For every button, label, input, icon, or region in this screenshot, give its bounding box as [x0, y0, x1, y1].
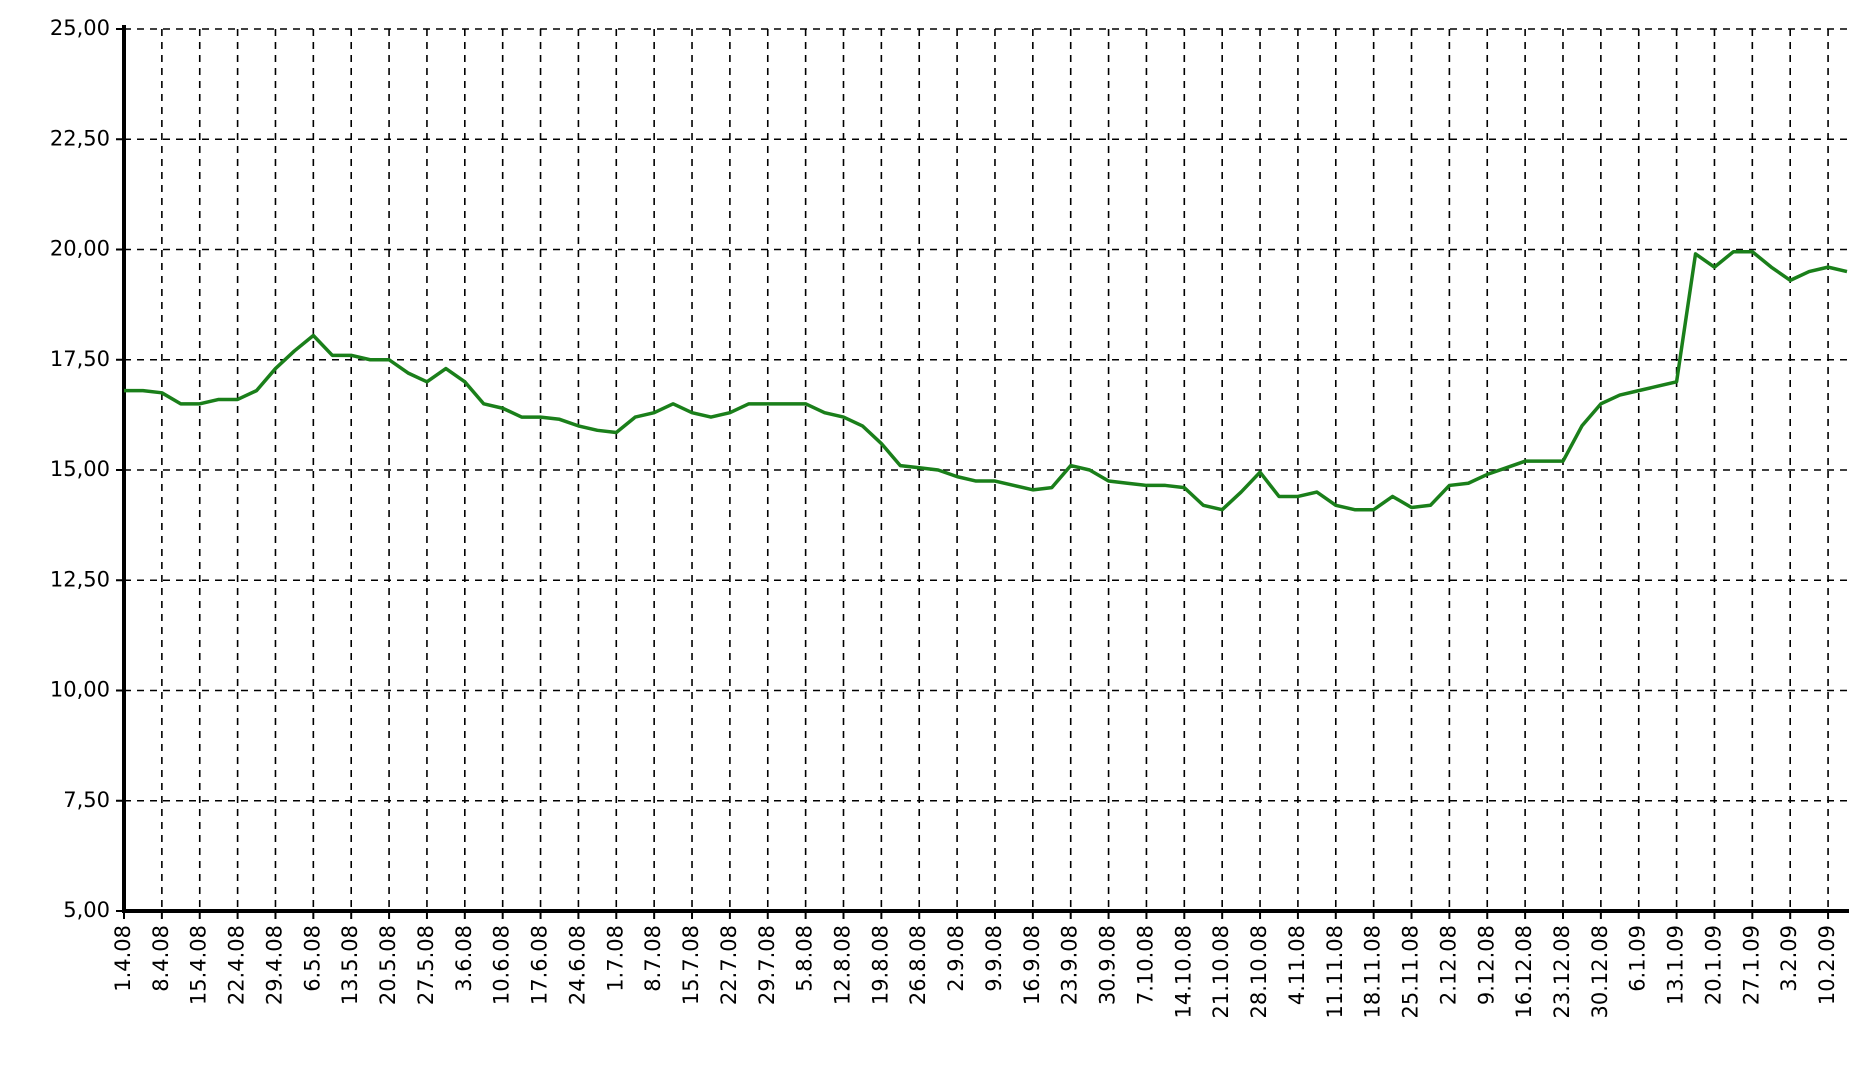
x-tick-label: 6.1.09: [1626, 925, 1650, 992]
x-tick-label: 9.9.08: [982, 925, 1006, 992]
x-tick-label: 11.11.08: [1323, 925, 1347, 1019]
y-tick-label: 25,00: [50, 16, 110, 40]
x-tick-label: 22.7.08: [717, 925, 741, 1005]
x-tick-label: 9.12.08: [1474, 925, 1498, 1005]
x-tick-label: 30.12.08: [1588, 925, 1612, 1019]
y-tick-label: 15,00: [50, 457, 110, 481]
x-tick-label: 2.12.08: [1436, 925, 1460, 1005]
y-tick-label: 5,00: [63, 898, 110, 922]
y-tick-label: 20,00: [50, 237, 110, 261]
x-tick-label: 15.4.08: [187, 925, 211, 1005]
x-tick-label: 23.12.08: [1550, 925, 1574, 1019]
x-tick-label: 17.6.08: [528, 925, 552, 1005]
x-tick-label: 27.5.08: [414, 925, 438, 1005]
y-tick-label: 10,00: [50, 678, 110, 702]
x-tick-label: 6.5.08: [300, 925, 324, 992]
x-tick-label: 30.9.08: [1096, 925, 1120, 1005]
x-tick-label: 10.2.09: [1815, 925, 1839, 1005]
y-tick-label: 12,50: [50, 567, 110, 591]
x-tick-label: 20.1.09: [1701, 925, 1725, 1005]
x-tick-label: 2.9.08: [944, 925, 968, 992]
x-tick-label: 26.8.08: [906, 925, 930, 1005]
x-tick-label: 16.12.08: [1512, 925, 1536, 1019]
x-tick-label: 8.7.08: [641, 925, 665, 992]
x-tick-label: 3.2.09: [1777, 925, 1801, 992]
x-tick-label: 12.8.08: [830, 925, 854, 1005]
x-tick-label: 24.6.08: [565, 925, 589, 1005]
x-tick-label: 1.7.08: [603, 925, 627, 992]
x-tick-label: 1.4.08: [111, 925, 135, 992]
x-tick-label: 20.5.08: [376, 925, 400, 1005]
data-line: [124, 249, 1848, 512]
y-tick-label: 7,50: [63, 788, 110, 812]
x-tick-label: 3.6.08: [452, 925, 476, 992]
x-tick-label: 14.10.08: [1171, 925, 1195, 1019]
x-tick-label: 29.7.08: [755, 925, 779, 1005]
x-tick-label: 15.7.08: [679, 925, 703, 1005]
x-tick-label: 13.5.08: [338, 925, 362, 1005]
x-tick-label: 18.11.08: [1361, 925, 1385, 1019]
x-tick-label: 10.6.08: [490, 925, 514, 1005]
x-tick-label: 29.4.08: [262, 925, 286, 1005]
x-tick-label: 25.11.08: [1399, 925, 1423, 1019]
x-tick-label: 7.10.08: [1133, 925, 1157, 1005]
x-tick-label: 27.1.09: [1739, 925, 1763, 1005]
x-tick-label: 28.10.08: [1247, 925, 1271, 1019]
x-tick-label: 4.11.08: [1285, 925, 1309, 1005]
x-tick-label: 16.9.08: [1020, 925, 1044, 1005]
x-tick-label: 19.8.08: [868, 925, 892, 1005]
x-tick-label: 21.10.08: [1209, 925, 1233, 1019]
x-tick-label: 13.1.09: [1664, 925, 1688, 1005]
y-tick-label: 22,50: [50, 126, 110, 150]
x-tick-label: 22.4.08: [225, 925, 249, 1005]
x-tick-label: 8.4.08: [149, 925, 173, 992]
x-tick-label: 5.8.08: [793, 925, 817, 992]
x-tick-label: 23.9.08: [1058, 925, 1082, 1005]
y-tick-label: 17,50: [50, 347, 110, 371]
